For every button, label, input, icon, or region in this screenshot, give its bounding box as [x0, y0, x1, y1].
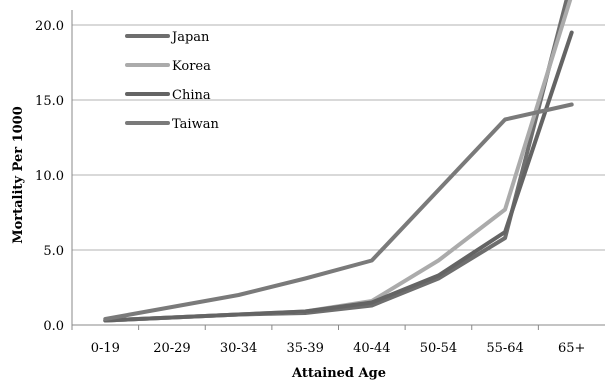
y-tick-labels: 0.0 5.0 10.0 15.0 20.0	[35, 19, 64, 334]
y-tick-label: 20.0	[35, 19, 64, 34]
x-tick-label: 40-44	[353, 341, 390, 356]
series-line-china	[103, 30, 574, 323]
legend: Japan Korea China Taiwan	[125, 30, 219, 132]
x-tick-labels: 0-19 20-29 30-34 35-39 40-44 50-54 55-64 65+	[71, 325, 585, 356]
legend-label: Korea	[172, 59, 211, 74]
y-tick-label: 10.0	[35, 169, 64, 184]
x-tick-label: 30-34	[220, 341, 257, 356]
x-tick-label: 55-64	[486, 341, 523, 356]
x-tick-label: 20-29	[153, 341, 190, 356]
y-axis-title: Mortality Per 1000	[11, 106, 26, 244]
legend-label: Japan	[170, 30, 210, 45]
y-tick-label: 15.0	[35, 94, 64, 109]
x-tick-label: 35-39	[286, 341, 323, 356]
legend-label: China	[172, 88, 211, 103]
series-line-korea	[103, 0, 573, 323]
legend-label: Taiwan	[172, 117, 219, 132]
x-tick-label: 50-54	[420, 341, 457, 356]
series-line-japan	[103, 0, 569, 323]
y-tick-label: 5.0	[43, 244, 64, 259]
series-line-taiwan	[103, 102, 574, 321]
x-tick-label: 0-19	[91, 341, 120, 356]
x-axis-title: Attained Age	[291, 366, 386, 381]
series-lines	[103, 0, 574, 323]
y-tick-label: 0.0	[43, 319, 64, 334]
x-tick-label: 65+	[558, 341, 585, 356]
